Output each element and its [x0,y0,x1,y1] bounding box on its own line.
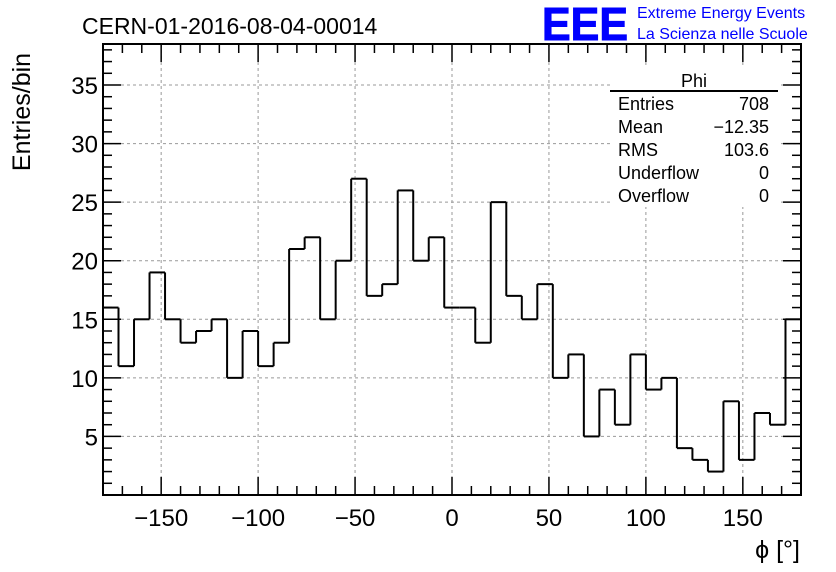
stats-rms-label: RMS [618,140,658,160]
grid-lines [103,44,801,495]
x-tick-label: 0 [445,505,458,532]
eee-logo-mark: EEE [542,0,628,50]
axis-ticks [102,44,802,495]
stats-underflow-label: Underflow [618,163,700,183]
logo-line-1: Extreme Energy Events [637,5,805,22]
stats-title: Phi [681,71,707,91]
x-tick-labels: −150 −100 −50 0 50 100 150 [134,505,763,532]
y-axis-label: Entries/bin [8,53,36,171]
y-tick-label: 10 [71,366,98,393]
y-tick-label: 25 [71,190,98,217]
chart-title: CERN-01-2016-08-04-00014 [82,13,378,39]
y-tick-label: 30 [71,132,98,159]
y-tick-label: 5 [85,424,98,451]
x-tick-label: −150 [134,505,188,532]
x-tick-label: −50 [335,505,376,532]
stats-underflow-value: 0 [759,163,769,183]
x-tick-label: −100 [231,505,285,532]
stats-overflow-label: Overflow [618,186,690,206]
y-tick-label: 15 [71,307,98,334]
stats-entries-label: Entries [618,94,674,114]
stats-mean-label: Mean [618,117,663,137]
stats-overflow-value: 0 [759,186,769,206]
x-tick-label: 150 [723,505,763,532]
stats-box: Phi Entries 708 Mean −12.35 RMS 103.6 Un… [610,67,778,207]
eee-logo: EEE Extreme Energy Events La Scienza nel… [542,0,808,51]
logo-line-2: La Scienza nelle Scuole [637,26,808,43]
stats-mean-value: −12.35 [713,117,769,137]
x-axis-label: ϕ [°] [755,536,800,564]
y-tick-labels: 5 10 15 20 25 30 35 [71,73,98,451]
x-tick-label: 100 [626,505,666,532]
y-tick-label: 35 [71,73,98,100]
x-tick-label: 50 [536,505,563,532]
y-tick-label: 20 [71,249,98,276]
stats-entries-value: 708 [739,94,769,114]
histogram-series [102,177,801,495]
stats-rms-value: 103.6 [724,140,769,160]
